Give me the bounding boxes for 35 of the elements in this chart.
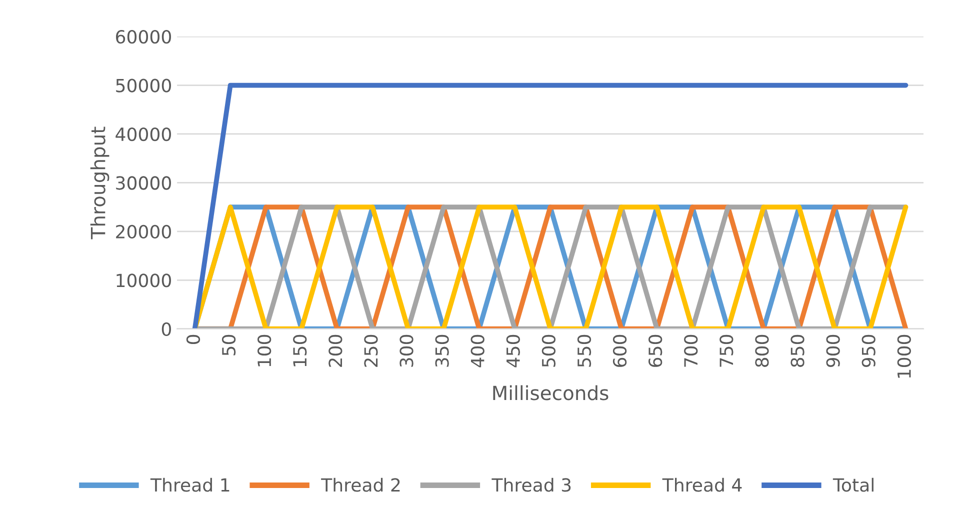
x-tick-label: 150 — [293, 334, 307, 366]
x-tick-label: 800 — [755, 334, 769, 367]
x-tick-label: 350 — [435, 334, 449, 367]
y-tick-label: 30000 — [116, 176, 171, 190]
x-tick-label: 900 — [826, 334, 840, 368]
y-tick-label: 60000 — [116, 30, 171, 44]
y-tick-label: 10000 — [116, 274, 171, 288]
x-tick-label: 950 — [862, 334, 876, 368]
x-tick-label: 300 — [400, 334, 414, 367]
legend-label: Thread 1 — [150, 478, 230, 492]
x-tick-label: 500 — [542, 334, 556, 367]
x-tick-label: 650 — [648, 334, 662, 367]
legend-label: Thread 4 — [662, 478, 742, 492]
y-tick-label: 50000 — [116, 78, 171, 92]
x-tick-label: 600 — [612, 334, 627, 367]
y-tick-label: 0 — [162, 322, 171, 336]
legend-label: Total — [832, 478, 874, 492]
x-tick-label: 700 — [684, 334, 698, 367]
x-tick-label: 100 — [257, 334, 272, 366]
y-tick-label: 20000 — [116, 224, 171, 239]
y-axis-title: Throughput — [90, 126, 110, 240]
legend-label: Thread 2 — [321, 478, 400, 492]
x-tick-label: 0 — [186, 334, 200, 344]
x-tick-label: 750 — [720, 334, 734, 367]
x-tick-label: 550 — [577, 334, 592, 367]
x-axis-title: Milliseconds — [493, 385, 608, 400]
x-tick-label: 50 — [222, 334, 236, 356]
x-tick-label: 200 — [328, 334, 342, 367]
x-tick-label: 400 — [470, 334, 484, 368]
y-tick-label: 40000 — [116, 127, 171, 142]
legend-label: Thread 3 — [492, 478, 571, 492]
x-tick-label: 450 — [506, 334, 520, 368]
x-tick-label: 850 — [790, 334, 804, 367]
x-tick-label: 250 — [364, 334, 378, 367]
x-tick-label: 1000 — [897, 334, 911, 378]
